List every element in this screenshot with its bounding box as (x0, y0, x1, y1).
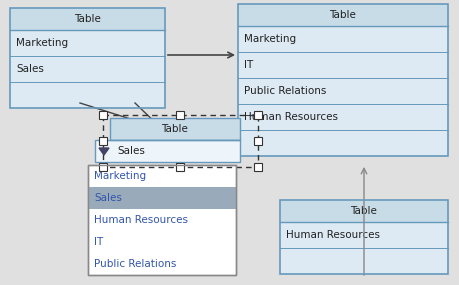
Text: Public Relations: Public Relations (94, 259, 176, 269)
Text: Marketing: Marketing (243, 34, 296, 44)
Text: IT: IT (243, 60, 253, 70)
Text: Table: Table (350, 206, 377, 216)
Bar (88, 165, 235, 275)
Bar (280, 200, 447, 274)
Text: Table: Table (161, 124, 188, 134)
Bar (99, 163, 107, 171)
Bar (110, 118, 240, 140)
Bar (88, 165, 235, 275)
Text: Sales: Sales (117, 146, 145, 156)
Text: Marketing: Marketing (94, 171, 146, 181)
Bar (95, 140, 240, 162)
Bar (237, 4, 447, 156)
Text: Human Resources: Human Resources (243, 112, 337, 122)
Text: Public Relations: Public Relations (243, 86, 326, 96)
Bar (10, 8, 165, 108)
Text: Marketing: Marketing (16, 38, 68, 48)
Bar (99, 111, 107, 119)
Bar (237, 4, 447, 26)
Text: IT: IT (94, 237, 103, 247)
Bar (103, 115, 257, 167)
Bar (88, 187, 235, 209)
Bar (253, 163, 262, 171)
Bar (10, 8, 165, 108)
Bar (10, 8, 165, 30)
Bar (280, 200, 447, 274)
Bar (280, 200, 447, 222)
Bar (253, 137, 262, 145)
Polygon shape (99, 148, 109, 155)
Text: Human Resources: Human Resources (94, 215, 188, 225)
Text: Table: Table (74, 14, 101, 24)
Bar (253, 111, 262, 119)
Bar (176, 163, 184, 171)
Text: Sales: Sales (94, 193, 122, 203)
Text: Table: Table (329, 10, 356, 20)
Text: Human Resources: Human Resources (285, 230, 379, 240)
Text: Sales: Sales (16, 64, 44, 74)
Bar (237, 4, 447, 156)
Bar (176, 111, 184, 119)
Bar (99, 137, 107, 145)
